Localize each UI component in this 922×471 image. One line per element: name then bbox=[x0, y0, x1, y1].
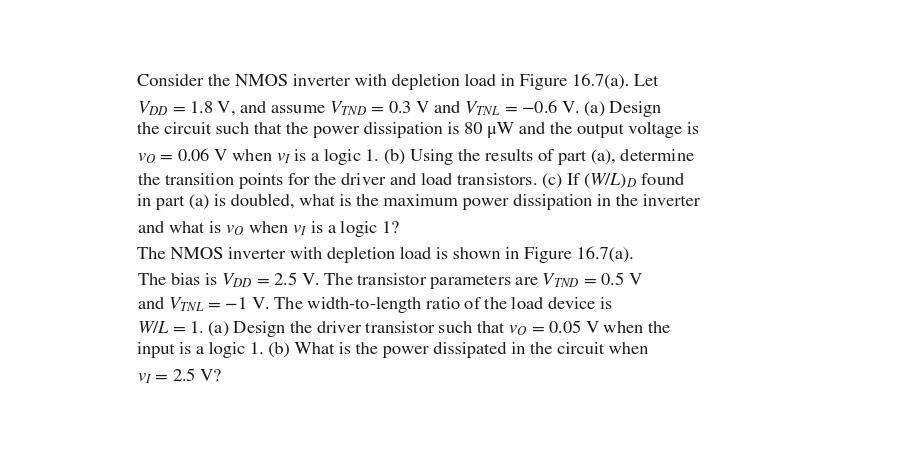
Text: the circuit such that the power dissipation is 80 μW and the output voltage is: the circuit such that the power dissipat… bbox=[137, 122, 699, 138]
Text: The NMOS inverter with depletion load is shown in Figure 16.7(a).: The NMOS inverter with depletion load is… bbox=[137, 246, 633, 263]
Text: the transition points for the driver and load transistors. (c) If $(W/L)_D$ foun: the transition points for the driver and… bbox=[137, 170, 686, 191]
Text: The bias is $V_{DD}$ = 2.5 V. The transistor parameters are $V_{TND}$ = 0.5 V: The bias is $V_{DD}$ = 2.5 V. The transi… bbox=[137, 270, 644, 291]
Text: $W/L$ = 1. (a) Design the driver transistor such that $v_O$ = 0.05 V when the: $W/L$ = 1. (a) Design the driver transis… bbox=[137, 318, 671, 340]
Text: Consider the NMOS inverter with depletion load in Figure 16.7(a). Let: Consider the NMOS inverter with depletio… bbox=[137, 73, 658, 90]
Text: $v_O$ = 0.06 V when $v_I$ is a logic 1. (b) Using the results of part (a), deter: $v_O$ = 0.06 V when $v_I$ is a logic 1. … bbox=[137, 146, 695, 167]
Text: $v_I$ = 2.5 V?: $v_I$ = 2.5 V? bbox=[137, 366, 222, 386]
Text: in part (a) is doubled, what is the maximum power dissipation in the inverter: in part (a) is doubled, what is the maxi… bbox=[137, 194, 700, 210]
Text: and what is $v_O$ when $v_I$ is a logic 1?: and what is $v_O$ when $v_I$ is a logic … bbox=[137, 218, 400, 239]
Text: and $V_{TNL}$ = −1 V. The width-to-length ratio of the load device is: and $V_{TNL}$ = −1 V. The width-to-lengt… bbox=[137, 294, 613, 315]
Text: input is a logic 1. (b) What is the power dissipated in the circuit when: input is a logic 1. (b) What is the powe… bbox=[137, 342, 648, 358]
Text: $V_{DD}$ = 1.8 V, and assume $V_{TND}$ = 0.3 V and $V_{TNL}$ = −0.6 V. (a) Desig: $V_{DD}$ = 1.8 V, and assume $V_{TND}$ =… bbox=[137, 97, 663, 119]
